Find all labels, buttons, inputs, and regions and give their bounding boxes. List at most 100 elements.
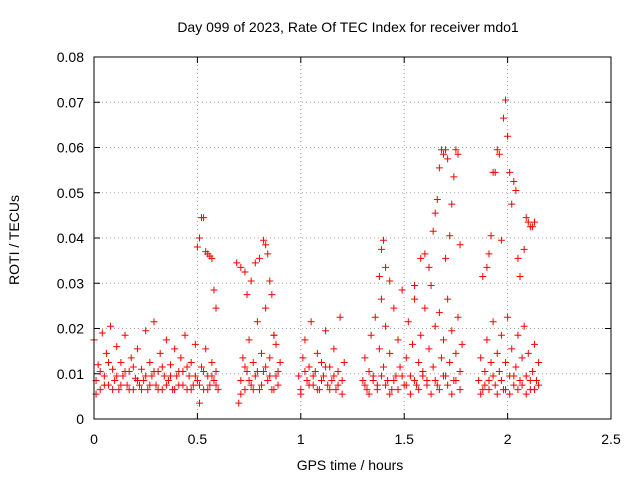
- data-point: [185, 372, 193, 380]
- data-point: [270, 331, 278, 339]
- data-point: [485, 377, 493, 385]
- data-point: [452, 377, 460, 385]
- data-point: [481, 381, 489, 389]
- y-axis-label: ROTI / TECUs: [6, 195, 22, 285]
- data-point: [94, 361, 102, 369]
- data-point: [258, 349, 266, 357]
- data-point: [408, 340, 416, 348]
- data-point: [171, 386, 179, 394]
- data-point: [522, 372, 530, 380]
- data-point: [404, 318, 412, 326]
- data-point: [249, 358, 257, 366]
- data-point: [481, 367, 489, 375]
- data-point: [475, 377, 483, 385]
- data-point: [274, 381, 282, 389]
- data-point: [206, 381, 214, 389]
- data-point: [429, 363, 437, 371]
- data-point: [369, 377, 377, 385]
- data-point: [239, 354, 247, 362]
- data-point: [187, 386, 195, 394]
- data-point: [330, 345, 338, 353]
- data-point: [489, 372, 497, 380]
- data-point: [497, 377, 505, 385]
- data-point: [255, 254, 263, 262]
- data-point: [487, 358, 495, 366]
- data-point: [514, 254, 522, 262]
- data-point: [245, 377, 253, 385]
- data-point: [276, 358, 284, 366]
- data-point: [375, 345, 383, 353]
- data-point: [442, 254, 450, 262]
- data-point: [179, 381, 187, 389]
- data-point: [439, 150, 447, 158]
- data-point: [326, 386, 334, 394]
- data-point: [371, 313, 379, 321]
- y-tick-label: 0.07: [57, 94, 84, 110]
- data-point: [338, 390, 346, 398]
- data-point: [142, 372, 150, 380]
- data-point: [497, 331, 505, 339]
- data-point: [150, 318, 158, 326]
- data-point: [377, 245, 385, 253]
- data-point: [427, 282, 435, 290]
- data-point: [506, 390, 514, 398]
- data-point: [164, 377, 172, 385]
- data-point: [119, 372, 127, 380]
- data-point: [251, 259, 259, 267]
- data-point: [322, 363, 330, 371]
- data-point: [442, 146, 450, 154]
- data-point: [398, 372, 406, 380]
- data-point: [272, 340, 280, 348]
- data-point: [158, 363, 166, 371]
- data-point: [142, 327, 150, 335]
- y-tick-label: 0.08: [57, 49, 84, 65]
- data-point: [491, 381, 499, 389]
- data-point: [301, 367, 309, 375]
- data-point: [253, 367, 261, 375]
- data-point: [448, 327, 456, 335]
- chart-title: Day 099 of 2023, Rate Of TEC Index for r…: [177, 19, 519, 35]
- data-point: [96, 386, 104, 394]
- data-point: [510, 177, 518, 185]
- data-point: [502, 358, 510, 366]
- data-point: [245, 336, 253, 344]
- data-point: [247, 381, 255, 389]
- data-point: [363, 386, 371, 394]
- data-point: [104, 358, 112, 366]
- data-point: [305, 381, 313, 389]
- data-point: [210, 377, 218, 385]
- data-point: [317, 377, 325, 385]
- data-point: [499, 114, 507, 122]
- data-point: [520, 322, 528, 330]
- data-point: [421, 304, 429, 312]
- data-point: [212, 304, 220, 312]
- data-point: [295, 372, 303, 380]
- data-point: [208, 358, 216, 366]
- data-point: [448, 390, 456, 398]
- data-point: [113, 343, 121, 351]
- data-point: [204, 386, 212, 394]
- data-point: [487, 232, 495, 240]
- data-point: [195, 399, 203, 407]
- data-point: [402, 354, 410, 362]
- data-point: [177, 354, 185, 362]
- points-layer: [90, 96, 543, 407]
- data-point: [394, 386, 402, 394]
- data-point: [448, 200, 456, 208]
- data-point: [390, 377, 398, 385]
- data-point: [251, 372, 259, 380]
- data-point: [266, 277, 274, 285]
- x-tick-label: 1: [297, 431, 305, 447]
- data-point: [516, 377, 524, 385]
- data-point: [456, 367, 464, 375]
- data-point: [365, 390, 373, 398]
- data-point: [266, 354, 274, 362]
- data-point: [450, 173, 458, 181]
- data-point: [303, 377, 311, 385]
- data-point: [425, 345, 433, 353]
- data-point: [181, 331, 189, 339]
- data-point: [255, 386, 263, 394]
- data-point: [212, 367, 220, 375]
- data-point: [506, 168, 514, 176]
- data-point: [415, 386, 423, 394]
